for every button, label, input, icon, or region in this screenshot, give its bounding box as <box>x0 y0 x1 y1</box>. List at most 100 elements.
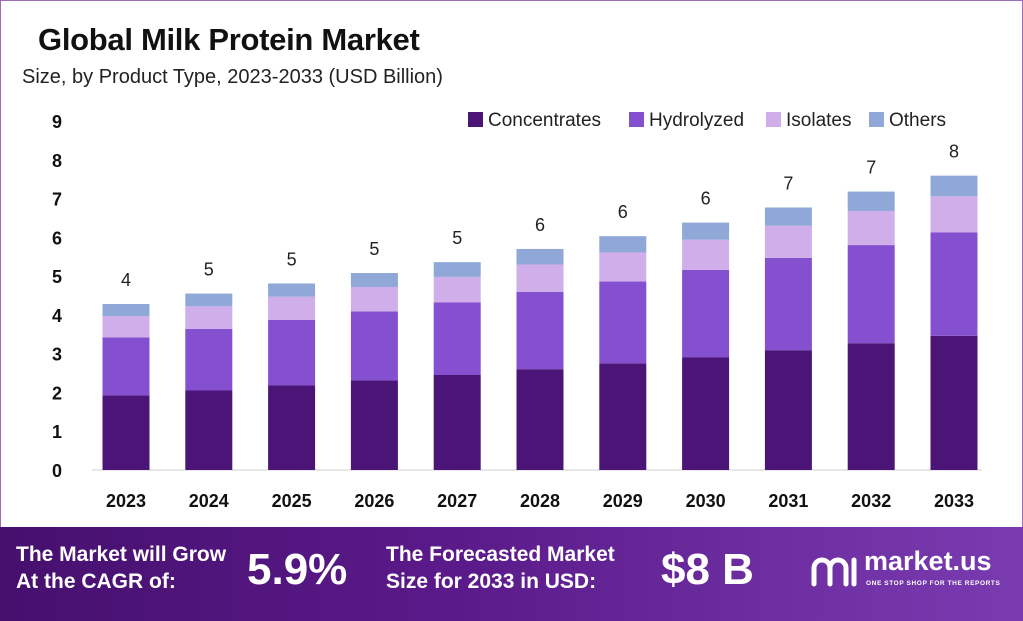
x-tick-label: 2030 <box>686 491 726 511</box>
y-tick-label: 3 <box>52 345 62 365</box>
legend-swatch <box>869 112 884 127</box>
bar-others-2023 <box>102 304 150 317</box>
bar-isolates-2032 <box>847 210 895 246</box>
y-tick-label: 5 <box>52 267 62 287</box>
bar-hydrolyzed-2028 <box>516 292 564 370</box>
bar-concentrates-2027 <box>433 374 481 470</box>
bar-hydrolyzed-2027 <box>433 302 481 375</box>
bar-concentrates-2032 <box>847 343 895 470</box>
bar-concentrates-2031 <box>764 350 812 470</box>
bar-others-2025 <box>268 283 316 297</box>
y-tick-label: 6 <box>52 228 62 248</box>
total-label: 5 <box>204 260 214 280</box>
legend-label: Others <box>889 110 946 131</box>
chart-title: Global Milk Protein Market <box>38 22 420 57</box>
bar-isolates-2030 <box>682 239 730 270</box>
bar-others-2026 <box>350 273 398 287</box>
bar-total-labels: 4 5 5 5 5 6 6 6 7 7 8 <box>121 142 959 290</box>
total-label: 5 <box>369 239 379 259</box>
y-tick-label: 0 <box>52 461 62 481</box>
bar-hydrolyzed-2029 <box>599 281 647 364</box>
legend-item-others[interactable]: Others <box>869 110 946 131</box>
bar-others-2024 <box>185 293 233 307</box>
total-label: 7 <box>866 158 876 178</box>
bar-hydrolyzed-2025 <box>268 319 316 386</box>
bar-concentrates-2028 <box>516 369 564 470</box>
forecast-value: $8 B <box>661 545 754 594</box>
legend-swatch <box>629 112 644 127</box>
bar-groups <box>102 175 978 470</box>
total-label: 7 <box>783 173 793 193</box>
total-label: 5 <box>452 228 462 248</box>
market-us-logo-icon[interactable] <box>810 554 860 588</box>
bar-stack-2023 <box>102 304 150 470</box>
brand-tagline: ONE STOP SHOP FOR THE REPORTS <box>866 580 1001 587</box>
legend-label: Hydrolyzed <box>649 110 744 131</box>
bar-others-2029 <box>599 236 647 253</box>
cagr-label-line1: The Market will Grow <box>16 543 227 566</box>
bar-isolates-2028 <box>516 264 564 293</box>
bar-concentrates-2030 <box>682 357 730 470</box>
bar-isolates-2023 <box>102 316 150 338</box>
cagr-label-line2: At the CAGR of: <box>16 570 176 593</box>
bar-isolates-2025 <box>268 296 316 320</box>
total-label: 6 <box>701 189 711 209</box>
bar-concentrates-2026 <box>350 380 398 470</box>
legend-item-concentrates[interactable]: Concentrates <box>468 110 601 131</box>
y-tick-label: 2 <box>52 383 62 403</box>
legend-item-hydrolyzed[interactable]: Hydrolyzed <box>629 110 744 131</box>
x-tick-label: 2023 <box>106 491 146 511</box>
x-tick-label: 2027 <box>437 491 477 511</box>
brand-name[interactable]: market.us <box>864 546 992 576</box>
bar-hydrolyzed-2026 <box>350 311 398 381</box>
total-label: 8 <box>949 142 959 162</box>
bar-others-2028 <box>516 248 564 265</box>
bar-stack-2031 <box>764 207 812 470</box>
bar-stack-2029 <box>599 236 647 470</box>
cagr-value: 5.9% <box>247 545 348 594</box>
total-label: 4 <box>121 270 131 290</box>
x-tick-label: 2025 <box>272 491 312 511</box>
bar-stack-2025 <box>268 283 316 470</box>
bar-isolates-2031 <box>764 225 812 258</box>
bar-others-2033 <box>930 175 978 197</box>
bar-others-2030 <box>682 222 730 240</box>
x-tick-label: 2029 <box>603 491 643 511</box>
x-tick-label: 2031 <box>768 491 808 511</box>
y-tick-label: 7 <box>52 190 62 210</box>
x-tick-label: 2026 <box>354 491 394 511</box>
y-tick-label: 4 <box>52 306 62 326</box>
bar-others-2031 <box>764 207 812 226</box>
bar-concentrates-2029 <box>599 363 647 470</box>
bar-isolates-2033 <box>930 196 978 233</box>
bar-concentrates-2033 <box>930 335 978 470</box>
forecast-label-line2: Size for 2033 in USD: <box>386 570 597 593</box>
bar-isolates-2026 <box>350 286 398 312</box>
y-tick-label: 1 <box>52 422 62 442</box>
chart-subtitle: Size, by Product Type, 2023-2033 (USD Bi… <box>22 66 443 88</box>
x-tick-label: 2033 <box>934 491 974 511</box>
total-label: 6 <box>618 202 628 222</box>
bar-isolates-2027 <box>433 276 481 303</box>
bar-hydrolyzed-2032 <box>847 245 895 344</box>
bar-isolates-2024 <box>185 306 233 329</box>
bar-hydrolyzed-2024 <box>185 328 233 391</box>
total-label: 5 <box>287 249 297 269</box>
bar-stack-2026 <box>350 273 398 470</box>
y-tick-label: 8 <box>52 151 62 171</box>
forecast-label-line1: The Forecasted Market <box>386 543 615 566</box>
bar-hydrolyzed-2030 <box>682 269 730 358</box>
legend-label: Isolates <box>786 110 851 131</box>
bar-isolates-2029 <box>599 252 647 282</box>
legend-item-isolates[interactable]: Isolates <box>766 110 851 131</box>
bar-concentrates-2023 <box>102 395 150 470</box>
bar-others-2027 <box>433 262 481 277</box>
bar-stack-2027 <box>433 262 481 470</box>
x-tick-label: 2028 <box>520 491 560 511</box>
summary-footer: The Market will Grow At the CAGR of: 5.9… <box>0 527 1023 621</box>
bar-hydrolyzed-2023 <box>102 337 150 396</box>
bar-stack-2030 <box>682 222 730 470</box>
y-axis-ticks: 0 1 2 3 4 5 6 7 8 9 <box>52 112 62 481</box>
bar-stack-2028 <box>516 248 564 470</box>
legend-label: Concentrates <box>488 110 601 131</box>
